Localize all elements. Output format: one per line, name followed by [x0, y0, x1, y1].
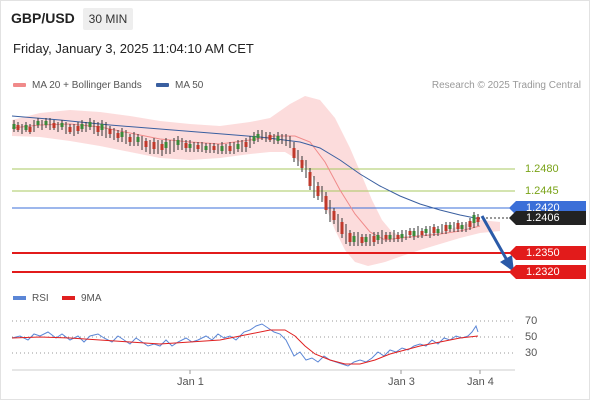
rsi-label-50: 50 [525, 331, 538, 343]
legend-ma20: MA 20 + Bollinger Bands [13, 80, 142, 91]
rsi-ma-legend-label: 9MA [81, 293, 102, 304]
legend-ma50: MA 50 [156, 80, 203, 91]
x-label-jan1: Jan 1 [177, 376, 204, 388]
support-tag-1: 1.2350 [509, 246, 586, 260]
x-label-jan3: Jan 3 [388, 376, 415, 388]
rsi-ma-swatch [62, 296, 75, 301]
support-tag-2: 1.2320 [509, 265, 586, 279]
symbol-label: GBP/USD [11, 10, 75, 26]
rsi-ma-legend: 9MA [62, 293, 102, 304]
support-value-1: 1.2350 [526, 247, 560, 259]
rsi-legend: RSI [13, 293, 49, 304]
ma20-label: MA 20 + Bollinger Bands [32, 80, 142, 91]
ma20-swatch [13, 83, 26, 88]
rsi-line [11, 323, 479, 367]
x-label-jan4: Jan 4 [467, 376, 494, 388]
ma50-swatch [156, 83, 169, 88]
timeframe-badge[interactable]: 30 MIN [83, 8, 133, 30]
datetime-label: Friday, January 3, 2025 11:04:10 AM CET [13, 41, 254, 56]
rsi-label-70: 70 [525, 315, 538, 327]
credit-label: Research © 2025 Trading Central [431, 80, 581, 91]
ma50-label: MA 50 [175, 80, 204, 91]
forecast-arrow-shaft [480, 215, 510, 263]
resistance-label-1: 1.2480 [525, 163, 559, 175]
current-price-tag: 1.2406 [509, 211, 586, 225]
candles [12, 118, 480, 246]
rsi-swatch [13, 296, 26, 301]
rsi-label-30: 30 [525, 347, 538, 359]
rsi-ma-line [11, 329, 479, 365]
resistance-label-2: 1.2445 [525, 185, 559, 197]
current-price-value: 1.2406 [526, 212, 560, 224]
chart-header: GBP/USD 30 MIN [0, 0, 590, 36]
rsi-legend-label: RSI [32, 293, 49, 304]
ma50-line [11, 115, 481, 220]
support-value-2: 1.2320 [526, 266, 560, 278]
bollinger-band [12, 96, 500, 266]
